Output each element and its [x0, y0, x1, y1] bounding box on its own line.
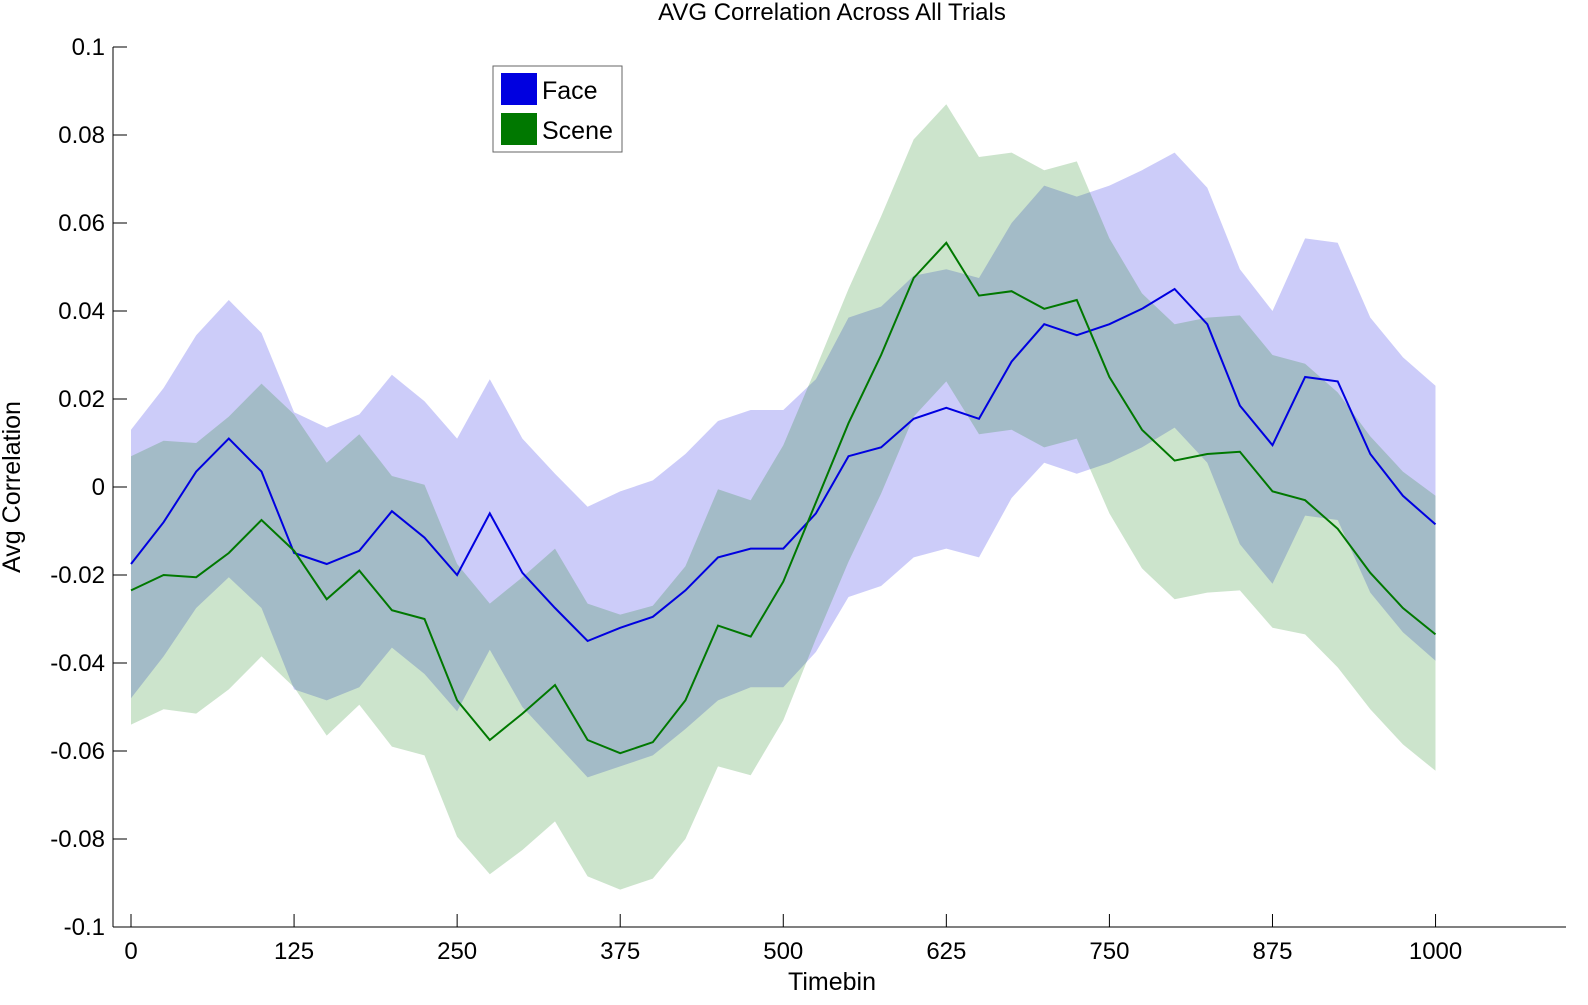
x-tick-label: 0	[124, 938, 137, 965]
y-tick-label: 0.04	[58, 298, 105, 325]
x-tick-label: 625	[926, 938, 966, 965]
y-tick-label: 0.02	[58, 386, 105, 413]
y-tick-label: 0.08	[58, 122, 105, 149]
x-tick-label: 375	[600, 938, 640, 965]
legend-label-scene: Scene	[542, 117, 613, 145]
confidence-bands	[131, 104, 1436, 890]
x-tick-label: 500	[763, 938, 803, 965]
y-tick-label: -0.06	[50, 738, 105, 765]
legend-label-face: Face	[542, 77, 598, 105]
x-tick-label: 750	[1089, 938, 1129, 965]
band-face	[131, 152, 1436, 778]
y-tick-label: -0.02	[50, 562, 105, 589]
legend-swatch-scene	[501, 113, 537, 145]
axes: -0.1 -0.08 -0.06 -0.04 -0.02 0 0.02 0.04 0.06 0.0…	[50, 34, 1566, 965]
x-tick-label: 125	[274, 938, 314, 965]
y-tick-label: 0.1	[72, 34, 105, 61]
y-tick-label: 0	[92, 474, 105, 501]
line-face	[130, 287, 1437, 643]
x-tick-label: 1000	[1409, 938, 1462, 965]
legend: Face Scene	[492, 65, 623, 153]
legend-swatch-face	[501, 73, 537, 105]
x-tick-label: 875	[1252, 938, 1292, 965]
x-axis-title: Timebin	[788, 968, 876, 996]
line-scene	[130, 241, 1437, 755]
y-axis-title: Avg Correlation	[0, 401, 26, 573]
x-tick-label: 250	[437, 938, 477, 965]
y-tick-label: -0.1	[64, 914, 105, 941]
y-tick-label: -0.08	[50, 826, 105, 853]
y-tick-label: 0.06	[58, 210, 105, 237]
series-lines	[130, 241, 1437, 755]
band-scene	[131, 104, 1436, 890]
y-tick-label: -0.04	[50, 650, 105, 677]
chart-title: AVG Correlation Across All Trials	[658, 0, 1006, 26]
